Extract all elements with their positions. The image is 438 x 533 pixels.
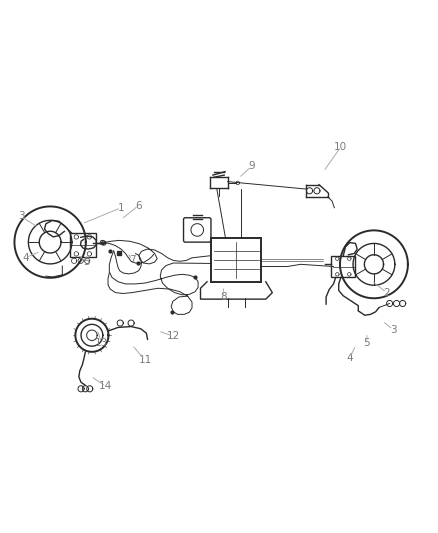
Text: 14: 14 [99,381,113,391]
Text: 2: 2 [383,288,390,297]
Text: 4: 4 [22,253,28,263]
Text: 3: 3 [390,325,396,335]
Text: 11: 11 [138,355,152,365]
Text: 9: 9 [248,161,255,172]
Text: 4: 4 [346,353,353,363]
Text: 1: 1 [118,203,124,213]
Bar [212,238,261,282]
Text: 7: 7 [129,255,135,265]
Text: 5: 5 [83,257,89,267]
Text: 3: 3 [18,212,24,221]
Text: 8: 8 [220,292,226,302]
Text: 10: 10 [334,142,347,152]
Text: 12: 12 [167,331,180,341]
Text: 5: 5 [364,338,370,348]
Text: 13: 13 [95,338,108,348]
Text: 6: 6 [135,200,142,211]
